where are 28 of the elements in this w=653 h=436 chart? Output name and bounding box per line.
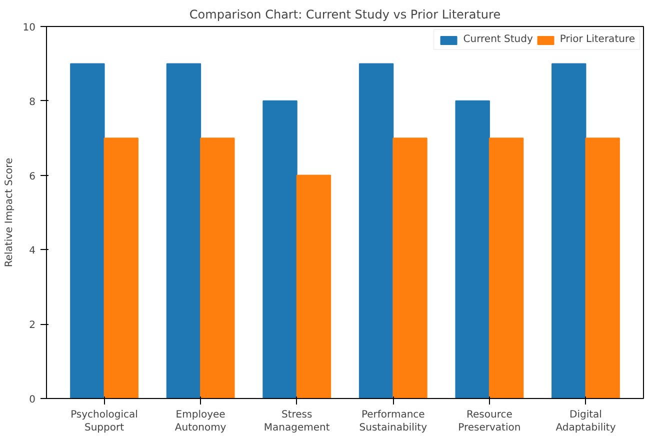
bar — [104, 138, 138, 398]
y-tick-label: 0 — [29, 394, 36, 406]
legend-label: Prior Literature — [560, 34, 635, 45]
bar — [455, 100, 490, 398]
y-tick-label: 8 — [29, 96, 36, 108]
x-tick-label: Digital Adaptability — [556, 410, 616, 434]
bar — [166, 63, 202, 398]
x-tick-label: Stress Management — [264, 410, 330, 434]
x-tick-label: Performance Sustainability — [359, 410, 428, 434]
bar — [358, 63, 394, 398]
y-axis-title: Relative Impact Score — [4, 158, 15, 268]
y-tick-label: 10 — [22, 22, 36, 34]
bar — [70, 63, 105, 398]
y-tick-label: 6 — [29, 171, 36, 182]
x-tick-label: Psychological Support — [70, 410, 138, 434]
legend-label: Current Study — [463, 34, 533, 45]
bar — [262, 100, 298, 398]
bar — [200, 138, 235, 398]
bar — [585, 138, 620, 398]
chart-title: Comparison Chart: Current Study vs Prior Literature — [189, 8, 501, 22]
bar — [296, 174, 332, 398]
bar — [392, 138, 428, 398]
x-tick-label: Employee Autonomy — [174, 410, 226, 434]
bar — [488, 138, 524, 398]
y-tick-label: 2 — [29, 320, 36, 332]
x-tick-label: Resource Preservation — [458, 410, 521, 434]
bar — [552, 63, 586, 398]
y-tick-label: 4 — [29, 246, 36, 257]
